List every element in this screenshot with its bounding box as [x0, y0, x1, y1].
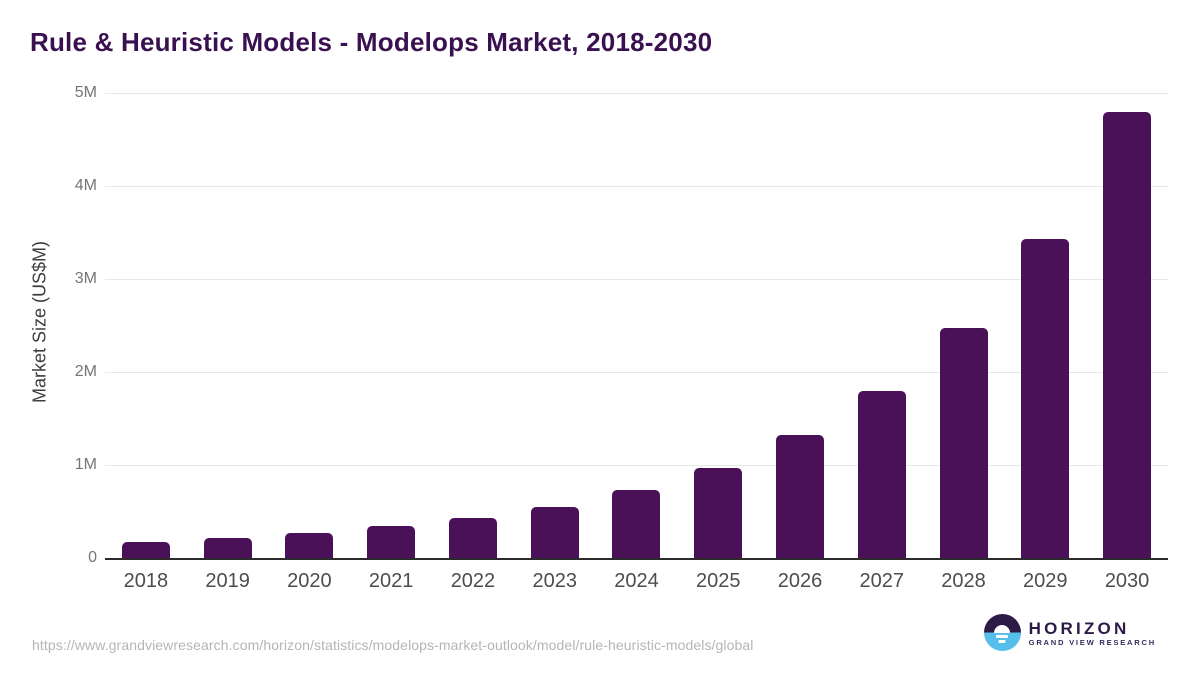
bar-2028: [939, 328, 988, 558]
x-axis-line: [105, 558, 1168, 560]
bar-slot: [596, 93, 678, 558]
bar-series: [105, 93, 1168, 558]
x-tick-label: 2030: [1104, 570, 1150, 592]
bar-slot: [1086, 93, 1168, 558]
y-tick-label: 1M: [74, 456, 97, 473]
bar-2025: [694, 467, 743, 558]
gridline: [105, 279, 1168, 280]
logo-tagline: GRAND VIEW RESEARCH: [1028, 637, 1156, 647]
horizon-logo: HORIZON GRAND VIEW RESEARCH: [983, 614, 1156, 651]
x-tick-label: 2020: [287, 570, 332, 592]
bar-2029: [1021, 239, 1070, 558]
bar-2018: [121, 542, 170, 558]
bar-slot: [1004, 93, 1086, 558]
sun-icon: [994, 625, 1011, 633]
gridline: [105, 93, 1168, 94]
logo-brand: HORIZON: [1028, 618, 1130, 638]
gridline: [105, 372, 1168, 373]
bar-slot: [105, 93, 187, 558]
bar-slot: [187, 93, 269, 558]
bar-2030: [1103, 111, 1152, 558]
y-tick-label: 0: [88, 549, 97, 566]
bar-slot: [350, 93, 432, 558]
bar-2020: [285, 532, 334, 558]
x-tick-label: 2021: [368, 570, 414, 592]
bar-2024: [612, 490, 661, 558]
source-url: https://www.grandviewresearch.com/horizo…: [32, 637, 754, 653]
bar-slot: [841, 93, 923, 558]
x-tick-label: 2026: [777, 570, 823, 592]
gridline: [105, 186, 1168, 187]
bar-2027: [857, 390, 906, 558]
bar-2026: [776, 435, 824, 558]
bar-2022: [448, 518, 497, 558]
x-tick-label: 2025: [695, 570, 741, 592]
footer: https://www.grandviewresearch.com/horizo…: [0, 613, 1200, 675]
water-ripple-icon: [996, 635, 1009, 638]
bar-2019: [203, 538, 252, 558]
bar-slot: [759, 93, 841, 558]
x-tick-label: 2023: [532, 570, 577, 592]
bar-slot: [432, 93, 514, 558]
y-tick-label: 2M: [74, 363, 97, 380]
bar-2021: [367, 526, 416, 558]
chart-title: Rule & Heuristic Models - Modelops Marke…: [30, 27, 713, 57]
bar-slot: [677, 93, 759, 558]
y-tick-label: 4M: [74, 177, 97, 194]
x-tick-label: 2024: [614, 570, 659, 592]
y-tick-label: 3M: [74, 270, 97, 287]
horizon-sun-icon: [983, 614, 1021, 651]
bar-slot: [269, 93, 351, 558]
gridline: [105, 465, 1168, 466]
x-tick-label: 2019: [205, 570, 250, 592]
x-axis-labels: 2018 2019 2020 2021 2022 2023 2024 2025 2026 2027…: [105, 570, 1168, 593]
x-tick-label: 2028: [941, 570, 986, 592]
logo-text: HORIZON GRAND VIEW RESEARCH: [1029, 619, 1156, 647]
y-tick-label: 5M: [74, 84, 97, 101]
water-ripple-icon: [998, 640, 1006, 643]
bar-2023: [530, 506, 579, 558]
x-tick-label: 2027: [859, 570, 905, 592]
x-tick-label: 2029: [1023, 570, 1068, 592]
bar-slot: [514, 93, 596, 558]
x-tick-label: 2018: [123, 570, 169, 592]
bar-slot: [923, 93, 1005, 558]
x-tick-label: 2022: [450, 570, 496, 592]
plot-area: [105, 93, 1168, 560]
